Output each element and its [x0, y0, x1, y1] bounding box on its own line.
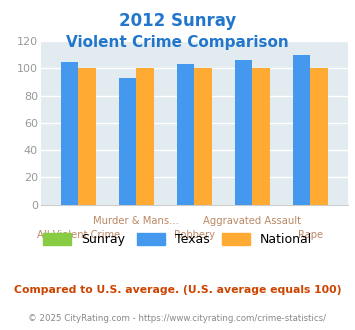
Bar: [61, 62, 78, 205]
Bar: [177, 64, 195, 205]
Bar: [195, 69, 212, 205]
Text: All Violent Crime: All Violent Crime: [37, 230, 120, 240]
Bar: [136, 69, 154, 205]
Bar: [252, 69, 270, 205]
Text: Compared to U.S. average. (U.S. average equals 100): Compared to U.S. average. (U.S. average …: [14, 285, 342, 295]
Text: Murder & Mans...: Murder & Mans...: [93, 216, 179, 226]
Text: Aggravated Assault: Aggravated Assault: [203, 216, 301, 226]
Text: Robbery: Robbery: [174, 230, 215, 240]
Bar: [310, 69, 328, 205]
Bar: [235, 60, 252, 205]
Bar: [293, 55, 310, 205]
Text: Violent Crime Comparison: Violent Crime Comparison: [66, 35, 289, 50]
Text: Rape: Rape: [298, 230, 323, 240]
Legend: Sunray, Texas, National: Sunray, Texas, National: [38, 228, 317, 251]
Text: © 2025 CityRating.com - https://www.cityrating.com/crime-statistics/: © 2025 CityRating.com - https://www.city…: [28, 314, 327, 323]
Text: 2012 Sunray: 2012 Sunray: [119, 12, 236, 30]
Bar: [119, 78, 136, 205]
Bar: [78, 69, 96, 205]
